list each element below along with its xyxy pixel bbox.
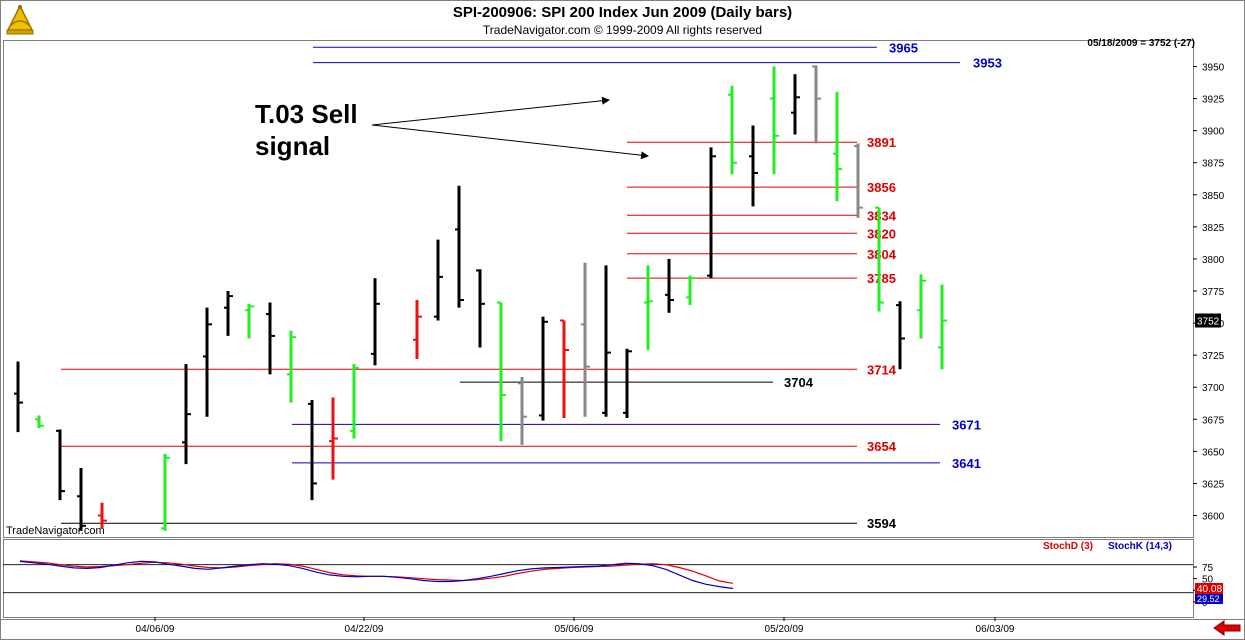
ohlc-bar — [371, 278, 380, 366]
price-tick-label: 3875 — [1202, 159, 1225, 170]
ohlc-bar — [854, 143, 863, 218]
signal-arrow-lower — [371, 124, 649, 160]
price-tick-label: 3700 — [1202, 383, 1225, 394]
stoch-tick-label: 50 — [1202, 575, 1214, 586]
date-label: 04/06/09 — [136, 624, 175, 635]
price-tick-label: 3675 — [1202, 415, 1225, 426]
ohlc-bar — [350, 364, 359, 439]
price-tick-label: 3800 — [1202, 255, 1225, 266]
ohlc-bar — [455, 185, 464, 308]
price-level-label: 3641 — [952, 456, 981, 471]
stoch-tick-label: 75 — [1202, 563, 1214, 574]
ohlc-bar — [161, 453, 170, 531]
ohlc-bar — [791, 74, 800, 135]
ohlc-bar — [56, 429, 65, 501]
price-level-label: 3820 — [867, 226, 896, 241]
price-level-label: 3785 — [867, 271, 896, 286]
sextant-logo-icon — [6, 4, 34, 35]
stoch-panel-frame — [3, 539, 1194, 618]
price-tick-label: 3925 — [1202, 95, 1225, 106]
stoch-d-legend: StochD (3) — [1043, 541, 1093, 552]
ohlc-bar — [833, 92, 842, 202]
price-level-label: 3654 — [867, 439, 897, 454]
stoch-k-legend: StochK (14,3) — [1108, 541, 1172, 552]
ohlc-bar — [98, 502, 107, 529]
price-tick-label: 3825 — [1202, 223, 1225, 234]
price-tick-label: 3725 — [1202, 351, 1225, 362]
ohlc-bar — [266, 302, 275, 375]
ohlc-bar — [14, 361, 23, 433]
date-label: 05/20/09 — [765, 624, 804, 635]
last-price-label: 3752 — [1197, 317, 1220, 328]
price-level-label: 3891 — [867, 135, 896, 150]
last-price-box — [1195, 313, 1221, 328]
price-level-label: 3834 — [867, 208, 897, 223]
ohlc-bar — [413, 299, 422, 359]
ohlc-bar — [917, 274, 926, 339]
ohlc-bar — [644, 265, 653, 351]
stoch-k-last-box — [1195, 594, 1223, 604]
price-panel-frame — [3, 40, 1194, 538]
price-level-label: 3594 — [867, 516, 897, 531]
ohlc-bar — [686, 275, 695, 306]
price-tick-label: 3625 — [1202, 479, 1225, 490]
ohlc-bar — [770, 66, 779, 175]
ohlc-bar — [728, 85, 737, 175]
ohlc-bar — [476, 269, 485, 348]
stoch-d-last-label: 40.08 — [1197, 584, 1222, 595]
date-label: 05/06/09 — [555, 624, 594, 635]
ohlc-bar — [245, 303, 254, 339]
ohlc-bar — [560, 319, 569, 419]
date-label: 06/03/09 — [976, 624, 1015, 635]
ohlc-bar — [749, 125, 758, 207]
ohlc-bar — [665, 258, 674, 313]
stoch-k-last-label: 29.52 — [1197, 594, 1220, 604]
ohlc-bar — [287, 330, 296, 403]
ohlc-bar — [581, 262, 590, 417]
price-level-label: 3953 — [973, 56, 1002, 71]
ohlc-bar — [896, 301, 905, 370]
signal-arrow-upper — [371, 96, 610, 126]
ohlc-bar — [539, 316, 548, 421]
ohlc-bar — [707, 147, 716, 279]
ohlc-bar — [434, 239, 443, 321]
price-tick-label: 3650 — [1202, 447, 1225, 458]
watermark-label: TradeNavigator.com — [6, 525, 105, 537]
ohlc-bar — [77, 468, 86, 531]
price-level-label: 3671 — [952, 417, 981, 432]
last-quote-label: 05/18/2009 = 3752 (-27) — [1087, 38, 1195, 49]
price-tick-label: 3775 — [1202, 287, 1225, 298]
price-tick-label: 3850 — [1202, 191, 1225, 202]
ohlc-bar — [938, 284, 947, 370]
price-level-label: 3704 — [784, 375, 814, 390]
price-level-label: 3804 — [867, 247, 897, 262]
red-left-arrow-icon[interactable] — [1213, 620, 1241, 636]
ohlc-bar — [875, 206, 884, 312]
ohlc-bar — [812, 65, 821, 144]
price-tick-label: 3600 — [1202, 512, 1225, 523]
stoch-series-line — [19, 560, 734, 590]
sell-signal-annotation: T.03 Sell signal — [255, 99, 358, 161]
ohlc-bar — [224, 291, 233, 336]
ohlc-bar — [308, 400, 317, 501]
price-tick-label: 3900 — [1202, 127, 1225, 138]
ohlc-bar — [602, 265, 611, 417]
price-tick-label: 3950 — [1202, 63, 1225, 74]
price-level-label: 3714 — [867, 362, 897, 377]
ohlc-bar — [518, 376, 527, 445]
ohlc-bar — [35, 415, 44, 429]
ohlc-bar — [203, 307, 212, 417]
copyright-subtitle: TradeNavigator.com © 1999-2009 All right… — [482, 23, 763, 37]
price-level-label: 3856 — [867, 180, 896, 195]
stoch-d-last-box — [1195, 583, 1223, 594]
date-label: 04/22/09 — [345, 624, 384, 635]
price-level-label: 3965 — [889, 40, 918, 55]
ohlc-bar — [497, 301, 506, 442]
chart-title: SPI-200906: SPI 200 Index Jun 2009 (Dail… — [452, 4, 793, 21]
ohlc-bar — [623, 348, 632, 419]
ohlc-bar — [182, 364, 191, 465]
ohlc-bar — [329, 397, 338, 480]
